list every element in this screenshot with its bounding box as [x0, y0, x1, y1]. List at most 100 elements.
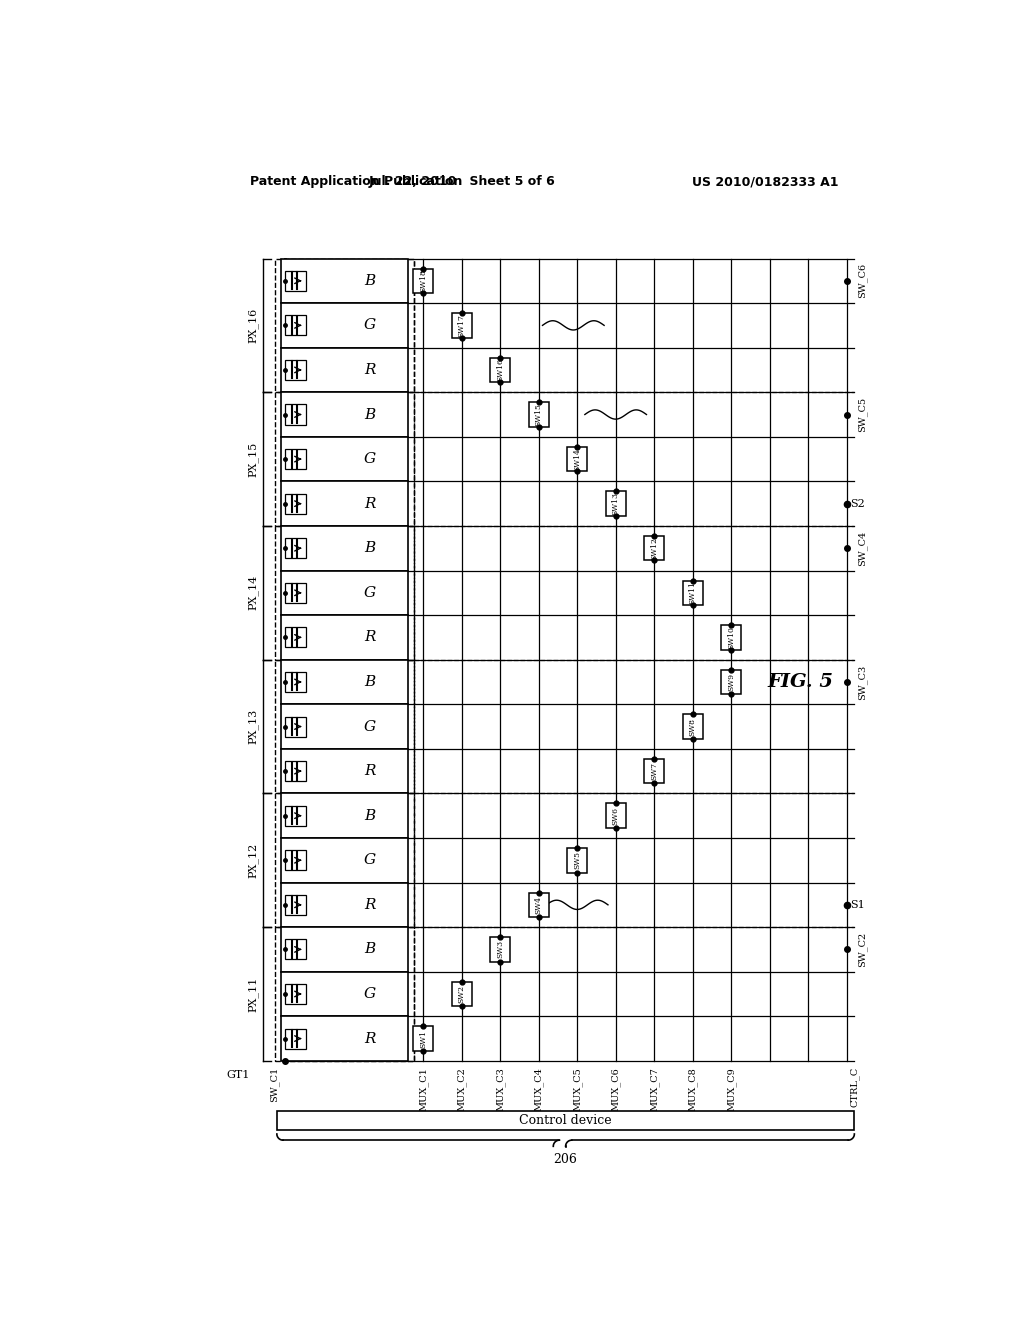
- Text: MUX_C4: MUX_C4: [534, 1067, 544, 1111]
- Text: SW14: SW14: [573, 447, 582, 470]
- Text: SW3: SW3: [497, 940, 504, 958]
- Bar: [285, 762, 306, 781]
- Text: MUX_C5: MUX_C5: [572, 1067, 582, 1110]
- Bar: [528, 403, 549, 426]
- Text: R: R: [364, 631, 376, 644]
- Bar: [274, 259, 414, 392]
- Bar: [285, 315, 306, 335]
- Bar: [721, 669, 741, 694]
- Bar: [721, 626, 741, 649]
- Text: SW4: SW4: [535, 896, 543, 913]
- Bar: [285, 494, 306, 513]
- Text: Control device: Control device: [519, 1114, 612, 1127]
- Text: SW15: SW15: [535, 403, 543, 426]
- Text: B: B: [364, 273, 375, 288]
- Bar: [281, 482, 408, 525]
- Text: SW9: SW9: [727, 673, 735, 690]
- Text: Jul. 22, 2010   Sheet 5 of 6: Jul. 22, 2010 Sheet 5 of 6: [369, 176, 555, 187]
- Text: S1: S1: [851, 900, 865, 909]
- Bar: [285, 271, 306, 290]
- Bar: [285, 717, 306, 737]
- Text: MUX_C1: MUX_C1: [419, 1067, 428, 1111]
- Text: SW12: SW12: [650, 537, 658, 560]
- Bar: [605, 804, 626, 828]
- Text: R: R: [364, 764, 376, 777]
- Bar: [285, 895, 306, 915]
- Text: MUX_C2: MUX_C2: [457, 1067, 467, 1111]
- Text: SW_C2: SW_C2: [857, 932, 867, 968]
- Text: PX_15: PX_15: [248, 441, 258, 477]
- Bar: [490, 937, 510, 962]
- Bar: [274, 927, 414, 1061]
- Text: R: R: [364, 363, 376, 378]
- Bar: [281, 615, 408, 660]
- Text: PX_16: PX_16: [248, 308, 258, 343]
- Bar: [274, 525, 414, 660]
- Bar: [683, 714, 702, 739]
- Bar: [413, 1026, 433, 1051]
- Text: GT1: GT1: [226, 1071, 250, 1080]
- Text: MUX_C3: MUX_C3: [496, 1067, 505, 1111]
- Text: FIG. 5: FIG. 5: [767, 673, 834, 690]
- Text: MUX_C7: MUX_C7: [649, 1067, 659, 1111]
- Text: B: B: [364, 541, 375, 556]
- Text: G: G: [364, 719, 376, 734]
- Bar: [644, 536, 665, 561]
- Bar: [683, 581, 702, 605]
- Text: MUX_C9: MUX_C9: [726, 1067, 736, 1110]
- Text: G: G: [364, 987, 376, 1001]
- Text: MUX_C8: MUX_C8: [688, 1067, 697, 1110]
- Text: R: R: [364, 1031, 376, 1045]
- Bar: [281, 259, 408, 304]
- Text: B: B: [364, 408, 375, 421]
- Bar: [605, 491, 626, 516]
- Text: SW10: SW10: [727, 626, 735, 649]
- Bar: [644, 759, 665, 783]
- Bar: [285, 449, 306, 469]
- Bar: [285, 672, 306, 692]
- Text: PX_14: PX_14: [248, 576, 258, 610]
- Bar: [274, 793, 414, 927]
- Bar: [413, 268, 433, 293]
- Bar: [285, 539, 306, 558]
- Text: R: R: [364, 496, 376, 511]
- Text: G: G: [364, 451, 376, 466]
- Bar: [281, 304, 408, 347]
- Bar: [285, 983, 306, 1005]
- Bar: [528, 892, 549, 917]
- Text: G: G: [364, 853, 376, 867]
- Bar: [452, 982, 472, 1006]
- Text: G: G: [364, 586, 376, 599]
- Text: SW5: SW5: [573, 851, 582, 870]
- Bar: [281, 705, 408, 748]
- Text: MUX_C6: MUX_C6: [611, 1067, 621, 1110]
- Bar: [285, 404, 306, 425]
- Bar: [567, 447, 587, 471]
- Bar: [281, 392, 408, 437]
- Text: R: R: [364, 898, 376, 912]
- Text: G: G: [364, 318, 376, 333]
- Bar: [281, 748, 408, 793]
- Text: SW8: SW8: [689, 718, 696, 735]
- Text: SW_C5: SW_C5: [857, 397, 867, 432]
- Text: PX_11: PX_11: [248, 977, 258, 1011]
- Text: B: B: [364, 942, 375, 957]
- Text: SW17: SW17: [458, 314, 466, 337]
- Text: PX_12: PX_12: [248, 842, 258, 878]
- Bar: [285, 850, 306, 870]
- Text: SW6: SW6: [611, 807, 620, 825]
- Text: SW11: SW11: [689, 581, 696, 605]
- Bar: [281, 1016, 408, 1061]
- Bar: [281, 972, 408, 1016]
- Bar: [567, 847, 587, 873]
- Text: SW16: SW16: [497, 359, 504, 381]
- Bar: [285, 360, 306, 380]
- Text: SW_C4: SW_C4: [857, 531, 867, 566]
- Bar: [285, 627, 306, 647]
- Bar: [285, 582, 306, 603]
- Text: CTRL_C: CTRL_C: [850, 1067, 859, 1107]
- Bar: [281, 927, 408, 972]
- Text: B: B: [364, 675, 375, 689]
- Bar: [281, 883, 408, 927]
- Bar: [490, 358, 510, 383]
